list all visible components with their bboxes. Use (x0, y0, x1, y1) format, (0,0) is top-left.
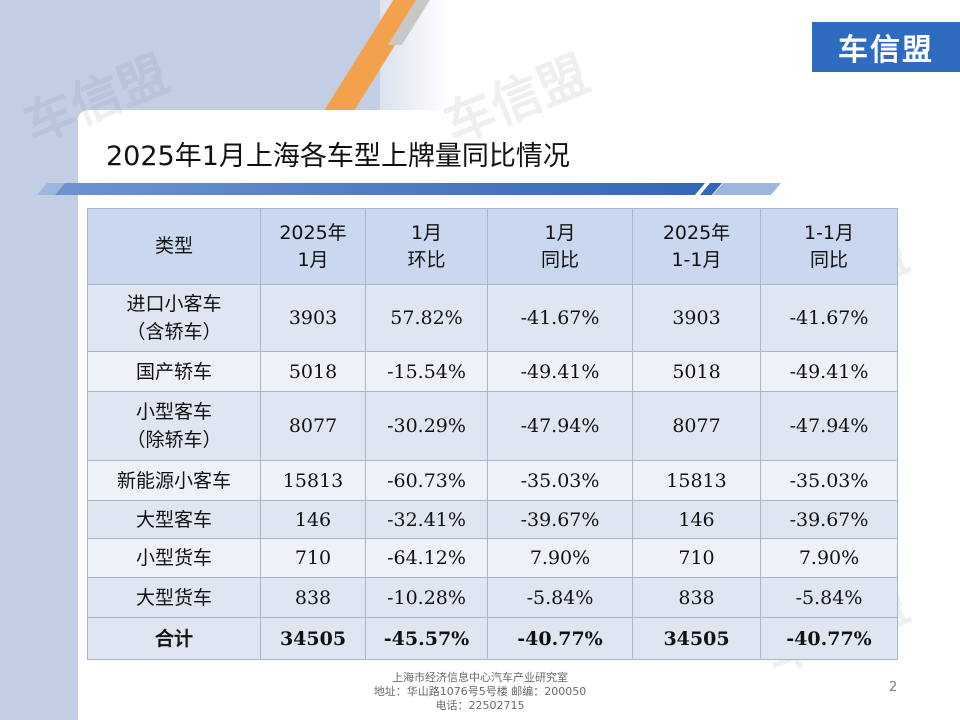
cell-value: 710 (632, 538, 761, 578)
cell-value: 7.90% (487, 538, 633, 578)
cell-value: 838 (260, 577, 366, 618)
cell-value: -39.67% (487, 500, 633, 539)
header-ytd-yoy: 1-1月 同比 (760, 208, 898, 285)
cell-value: -30.29% (365, 391, 488, 461)
cell-value: -49.41% (760, 351, 898, 392)
cell-value: -47.94% (487, 391, 633, 461)
cell-value: -41.67% (487, 284, 633, 352)
table-row: 大型客车 146 -32.41% -39.67% 146 -39.67% (87, 500, 898, 539)
row-name: 大型客车 (87, 500, 261, 539)
table-row: 新能源小客车 15813 -60.73% -35.03% 15813 -35.0… (87, 460, 898, 501)
cell-value: 146 (632, 500, 761, 539)
cell-value: 5018 (632, 351, 761, 392)
cell-value: 3903 (260, 284, 366, 352)
cell-value: 146 (260, 500, 366, 539)
cell-value: -45.57% (365, 617, 488, 660)
cell-value: 8077 (260, 391, 366, 461)
header-jan-mom: 1月 环比 (365, 208, 488, 285)
header-type: 类型 (87, 208, 261, 285)
cell-value: 8077 (632, 391, 761, 461)
table-header-row: 类型 2025年 1月 1月 环比 1月 同比 2025年 1-1月 1-1月 同比 (87, 208, 898, 285)
cell-value: -5.84% (760, 577, 898, 618)
footer-address: 地址：华山路1076号5号楼 邮编：200050 (373, 685, 587, 698)
footer-phone: 电话：22502715 (435, 699, 525, 712)
header-jan-2025: 2025年 1月 (260, 208, 366, 285)
row-name: 新能源小客车 (87, 460, 261, 501)
cell-value: -5.84% (487, 577, 633, 618)
cell-value: -49.41% (487, 351, 633, 392)
cell-value: 3903 (632, 284, 761, 352)
cell-value: 5018 (260, 351, 366, 392)
cell-value: 57.82% (365, 284, 488, 352)
table-row: 小型货车 710 -64.12% 7.90% 710 7.90% (87, 538, 898, 578)
cell-value: -32.41% (365, 500, 488, 539)
table-row: 小型客车 （除轿车） 8077 -30.29% -47.94% 8077 -47.… (87, 391, 898, 461)
cell-value: 15813 (260, 460, 366, 501)
cell-value: -47.94% (760, 391, 898, 461)
cell-value: -41.67% (760, 284, 898, 352)
cell-value: -35.03% (760, 460, 898, 501)
brand-logo: 车信盟 (812, 22, 960, 72)
row-name: 大型货车 (87, 577, 261, 618)
cell-value: 15813 (632, 460, 761, 501)
cell-value: -40.77% (760, 617, 898, 660)
table-row: 进口小客车 （含轿车） 3903 57.82% -41.67% 3903 -41.… (87, 284, 898, 352)
cell-value: -10.28% (365, 577, 488, 618)
cell-value: 34505 (632, 617, 761, 660)
table-total-row: 合计 34505 -45.57% -40.77% 34505 -40.77% (87, 617, 898, 660)
registration-table: 类型 2025年 1月 1月 环比 1月 同比 2025年 1-1月 1-1月 同比 进口… (87, 208, 898, 660)
row-name: 小型客车 （除轿车） (87, 391, 261, 461)
total-label: 合计 (87, 617, 261, 660)
brand-logo-text: 车信盟 (838, 33, 934, 68)
title-underline-bar (54, 183, 706, 195)
row-name: 小型货车 (87, 538, 261, 578)
cell-value: 838 (632, 577, 761, 618)
cell-value: 7.90% (760, 538, 898, 578)
table-row: 大型货车 838 -10.28% -5.84% 838 -5.84% (87, 577, 898, 618)
cell-value: 710 (260, 538, 366, 578)
footer-organization: 上海市经济信息中心汽车产业研究室 (392, 671, 568, 684)
row-name: 国产轿车 (87, 351, 261, 392)
cell-value: -40.77% (487, 617, 633, 660)
title-underline-tail (712, 183, 782, 195)
cell-value: -60.73% (365, 460, 488, 501)
cell-value: -39.67% (760, 500, 898, 539)
cell-value: -64.12% (365, 538, 488, 578)
page-number: 2 (889, 680, 898, 695)
cell-value: 34505 (260, 617, 366, 660)
footer-info: 上海市经济信息中心汽车产业研究室 地址：华山路1076号5号楼 邮编：20005… (330, 671, 630, 713)
cell-value: -35.03% (487, 460, 633, 501)
table-row: 国产轿车 5018 -15.54% -49.41% 5018 -49.41% (87, 351, 898, 392)
header-ytd-2025: 2025年 1-1月 (632, 208, 761, 285)
row-name: 进口小客车 （含轿车） (87, 284, 261, 352)
header-jan-yoy: 1月 同比 (487, 208, 633, 285)
slide-title: 2025年1月上海各车型上牌量同比情况 (106, 141, 570, 172)
cell-value: -15.54% (365, 351, 488, 392)
